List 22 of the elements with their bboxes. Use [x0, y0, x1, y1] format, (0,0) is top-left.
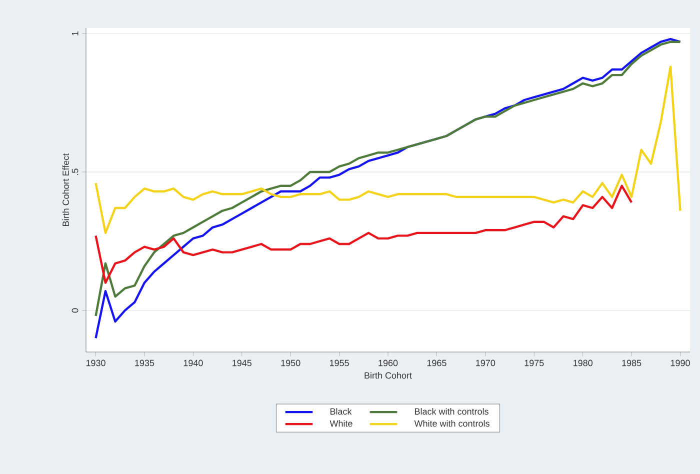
- x-tick-label: 1955: [330, 360, 349, 366]
- legend-label: Black with controls: [414, 408, 488, 415]
- x-tick-label: 1980: [574, 360, 592, 366]
- x-tick-label: 1935: [135, 360, 154, 366]
- x-tick-label: 1990: [670, 360, 690, 366]
- legend-label: White with controls: [414, 420, 490, 427]
- x-axis-title: Birth Cohort: [364, 372, 412, 379]
- x-tick-label: 1970: [476, 360, 496, 366]
- x-tick-label: 1950: [281, 360, 300, 366]
- legend-label: White: [330, 420, 352, 427]
- legend-label: Black: [330, 408, 352, 415]
- x-tick-label: 1985: [622, 360, 642, 366]
- x-tick-label: 1940: [184, 360, 203, 366]
- x-tick-label: 1930: [86, 360, 106, 366]
- y-tick-label: .5: [72, 168, 78, 175]
- x-tick-label: 1975: [524, 360, 544, 366]
- y-tick-label: 1: [72, 31, 78, 36]
- x-tick-label: 1965: [427, 360, 446, 366]
- x-tick-label: 1945: [232, 360, 252, 366]
- x-tick-label: 1960: [378, 360, 398, 366]
- y-tick-label: 0: [72, 308, 78, 313]
- y-axis-title: Birth Cohort Effect: [62, 153, 69, 226]
